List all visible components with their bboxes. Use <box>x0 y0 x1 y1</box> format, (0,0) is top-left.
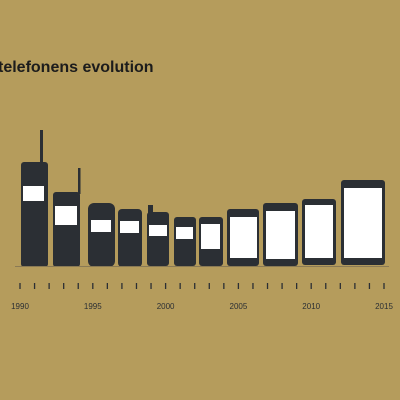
screen <box>305 205 333 258</box>
year-label: 1995 <box>84 302 102 311</box>
antenna <box>78 168 81 194</box>
screen <box>91 220 111 232</box>
antenna <box>40 130 43 164</box>
phone <box>53 192 80 267</box>
screen <box>120 221 139 233</box>
phone <box>88 203 115 267</box>
screen <box>23 186 44 201</box>
screen <box>149 225 167 236</box>
year-label: 2015 <box>375 302 393 311</box>
timeline: 1990 1995 2000 2005 2010 2015 <box>11 283 393 311</box>
antenna <box>148 205 153 214</box>
phone <box>147 212 169 266</box>
phone <box>174 217 196 266</box>
phone <box>118 209 142 267</box>
year-label: 1990 <box>11 302 29 311</box>
screen <box>230 217 257 258</box>
screen <box>344 188 382 258</box>
phones <box>21 130 385 267</box>
screen <box>201 224 220 249</box>
year-label: 2010 <box>302 302 320 311</box>
year-label: 2005 <box>230 302 248 311</box>
year-label: 2000 <box>157 302 175 311</box>
phone <box>21 162 48 267</box>
title: telefonens evolution <box>0 59 154 76</box>
screen <box>176 227 193 239</box>
screen <box>55 206 77 225</box>
screen <box>266 211 295 259</box>
